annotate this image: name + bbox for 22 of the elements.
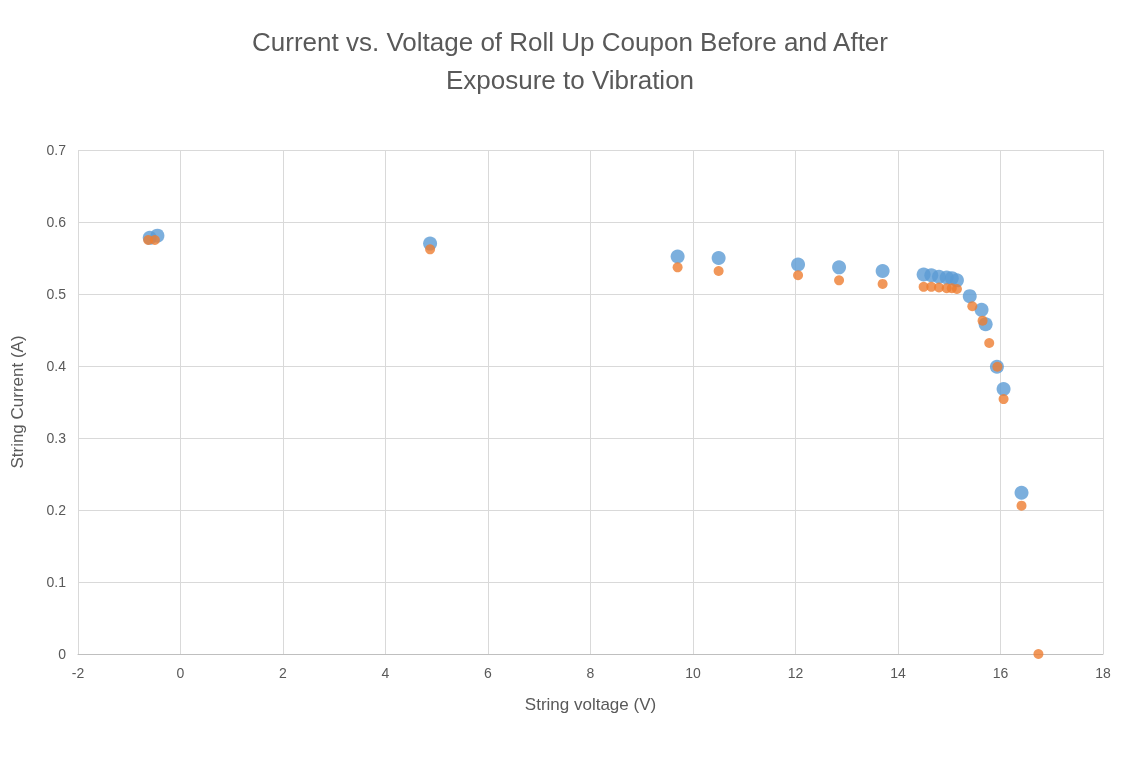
x-axis-title: String voltage (V) [524,695,657,714]
x-tick-label: 14 [890,665,906,681]
y-tick-label: 0.3 [46,430,67,446]
y-tick-label: 0.1 [46,574,67,590]
y-tick-label: 0.2 [46,502,67,518]
x-tick-label: -2 [71,665,85,681]
x-tick-label: 8 [586,665,595,681]
y-tick-label: 0.4 [46,358,67,374]
x-tick-label: 0 [176,665,185,681]
x-tick-label: 4 [381,665,390,681]
y-tick-label: 0 [58,646,67,662]
y-tick-label: 0.5 [46,286,67,302]
x-tick-label: 18 [1095,665,1111,681]
y-tick-label: 0.6 [46,214,67,230]
chart-title: Current vs. Voltage of Roll Up Coupon Before and After Exposure to Vibration [252,27,889,95]
x-tick-label: 12 [787,665,804,681]
x-tick-label: 10 [685,665,701,681]
y-axis-title: String Current (A) [8,335,27,469]
x-tick-label: 2 [279,665,288,681]
x-tick-label: 16 [992,665,1009,681]
y-tick-label: 0.7 [46,142,67,158]
x-tick-label: 6 [484,665,493,681]
